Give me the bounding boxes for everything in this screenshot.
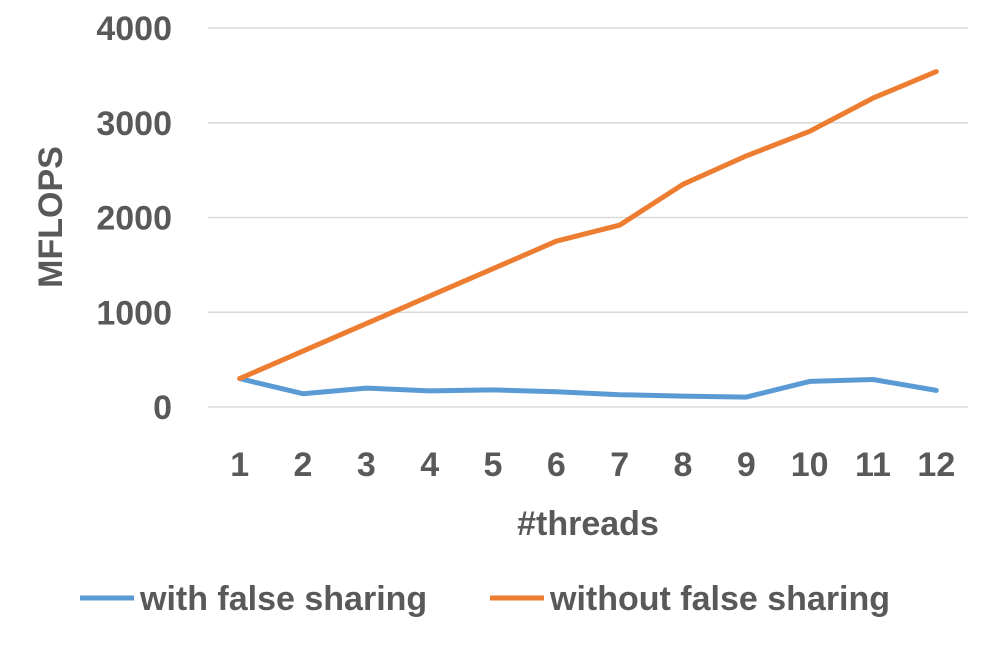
legend-item-without-false-sharing[interactable]: without false sharing: [490, 580, 890, 618]
x-axis-ticks: 1 2 3 4 5 6 7 8 9 10 11 12: [230, 446, 955, 484]
data-point[interactable]: [299, 390, 307, 398]
data-point[interactable]: [552, 388, 560, 396]
series-line-with-false-sharing[interactable]: [237, 376, 939, 400]
data-point[interactable]: [869, 94, 877, 102]
data-point[interactable]: [426, 387, 434, 395]
y-tick-label: 0: [153, 389, 172, 427]
series-lines: [236, 68, 940, 401]
data-point[interactable]: [742, 152, 750, 160]
y-tick-label: 2000: [96, 200, 172, 238]
legend: with false sharing without false sharing: [80, 580, 890, 618]
data-point[interactable]: [426, 292, 434, 300]
data-point[interactable]: [362, 384, 370, 392]
data-point[interactable]: [616, 221, 624, 229]
data-point[interactable]: [806, 127, 814, 135]
series-line-without-false-sharing[interactable]: [237, 69, 939, 382]
data-point[interactable]: [552, 237, 560, 245]
y-axis-ticks: 0 1000 2000 3000 4000: [96, 10, 172, 427]
data-point[interactable]: [236, 375, 244, 383]
data-point[interactable]: [679, 180, 687, 188]
data-point[interactable]: [299, 347, 307, 355]
gridlines: [208, 27, 968, 408]
x-tick-label: 10: [791, 446, 829, 484]
data-point[interactable]: [362, 320, 370, 328]
x-tick-label: 3: [357, 446, 376, 484]
y-tick-label: 4000: [96, 10, 172, 48]
y-tick-label: 3000: [96, 105, 172, 143]
legend-item-with-false-sharing[interactable]: with false sharing: [80, 580, 427, 618]
x-axis-title: #threads: [517, 505, 659, 543]
x-tick-label: 2: [294, 446, 313, 484]
data-point[interactable]: [616, 391, 624, 399]
x-tick-label: 12: [917, 446, 955, 484]
data-point[interactable]: [742, 393, 750, 401]
data-point[interactable]: [869, 376, 877, 384]
data-point[interactable]: [679, 392, 687, 400]
x-tick-label: 11: [855, 446, 891, 484]
legend-label-without-false-sharing: without false sharing: [549, 580, 890, 618]
x-tick-label: 4: [420, 446, 439, 484]
data-point[interactable]: [489, 386, 497, 394]
legend-label-with-false-sharing: with false sharing: [139, 580, 427, 618]
data-point[interactable]: [932, 386, 940, 394]
x-tick-label: 7: [610, 446, 629, 484]
x-tick-label: 6: [547, 446, 566, 484]
x-tick-label: 8: [674, 446, 693, 484]
data-point[interactable]: [806, 377, 814, 385]
x-tick-label: 5: [484, 446, 503, 484]
data-point[interactable]: [932, 68, 940, 76]
x-tick-label: 1: [230, 446, 249, 484]
data-point[interactable]: [489, 265, 497, 273]
x-tick-label: 9: [737, 446, 756, 484]
y-tick-label: 1000: [96, 294, 172, 332]
y-axis-title: MFLOPS: [32, 146, 70, 288]
